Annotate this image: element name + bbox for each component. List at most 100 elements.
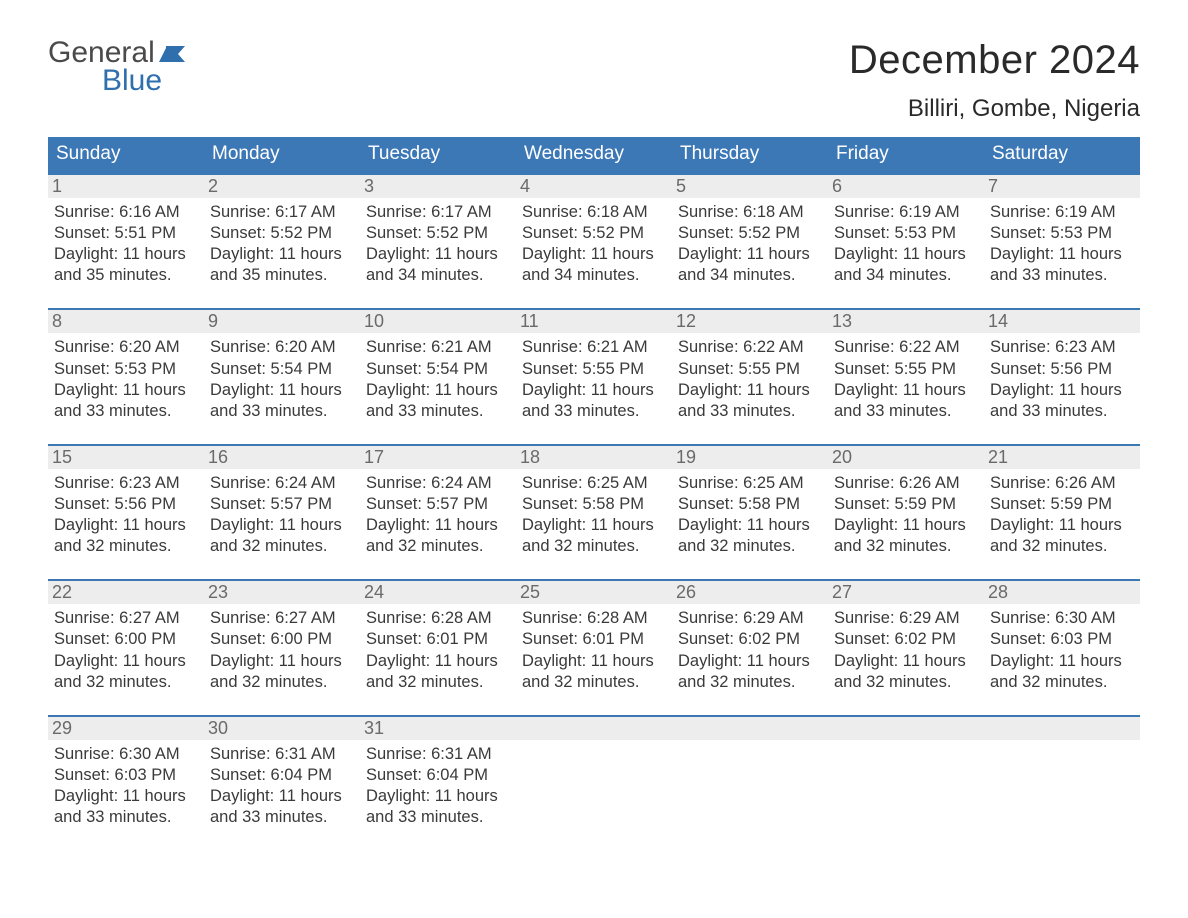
day-number-row: 0: [672, 715, 828, 740]
day-cell: 0.: [828, 715, 984, 838]
daylight-line: Daylight: 11 hours and 34 minutes.: [834, 245, 966, 284]
day-cell: 23 Sunrise: 6:27 AM Sunset: 6:00 PM Dayligh…: [204, 579, 360, 702]
day-number: 11: [520, 311, 539, 331]
day-number-row: 7: [984, 173, 1140, 198]
sunset-line: Sunset: 5:52 PM: [210, 224, 332, 242]
sunrise-line: Sunrise: 6:31 AM: [366, 745, 492, 763]
sunrise-line: Sunrise: 6:21 AM: [366, 338, 492, 356]
day-body: Sunrise: 6:24 AMSunset: 5:57 PMDaylight:…: [208, 473, 352, 557]
day-cell: 25Sunrise: 6:28 AMSunset: 6:01 PMDayligh…: [516, 579, 672, 702]
daylight-line: Daylight: 11 hours and 35 minutes.: [54, 245, 186, 284]
day-number: 21: [988, 447, 1008, 467]
day-body: Sunrise: 6:31 AM Sunset: 6:04 PM Daylight:…: [364, 744, 508, 828]
sunset-line: Sunset: 6:00 PM: [210, 630, 332, 648]
day-number-row: 17: [360, 444, 516, 469]
daylight-line: Daylight: 11 hours and 32 minutes.: [210, 516, 342, 555]
daylight-line: Daylight: 11 hours and 32 minutes.: [990, 516, 1122, 555]
sunset-line: Sunset: 6:03 PM: [54, 766, 176, 784]
weekday-monday: Monday: [204, 137, 360, 173]
day-body: Sunrise: 6:23 AMSunset: 5:56 PMDaylight:…: [988, 337, 1132, 421]
weekday-header: Sunday Monday Tuesday Wednesday Thursday…: [48, 137, 1140, 173]
day-number: 31: [364, 718, 384, 738]
sunset-line: Sunset: 6:04 PM: [366, 766, 488, 784]
day-number-row: 11: [516, 308, 672, 333]
day-body: Sunrise: 6:17 AMSunset: 5:52 PMDaylight:…: [208, 202, 352, 286]
sunrise-line: Sunrise: 6:26 AM: [990, 474, 1116, 492]
day-number: 6: [832, 176, 842, 196]
day-body: Sunrise: 6:21 AM Sunset: 5:54 PM Daylight:…: [364, 337, 508, 421]
calendar-body: 1Sunrise: 6:16 AMSunset: 5:51 PMDaylight…: [48, 173, 1140, 838]
daylight-line: Daylight: 11 hours and 32 minutes.: [54, 652, 186, 691]
day-number-row: 28: [984, 579, 1140, 604]
sunrise-line: Sunrise: 6:29 AM: [678, 609, 804, 627]
day-cell: 10 Sunrise: 6:21 AM Sunset: 5:54 PM Dayligh…: [360, 308, 516, 431]
daylight-line: Daylight: 11 hours and 34 minutes.: [678, 245, 810, 284]
sunset-line: Sunset: 5:53 PM: [990, 224, 1112, 242]
daylight-line: Daylight: 11 hours and 32 minutes.: [210, 652, 342, 691]
day-number-row: 4: [516, 173, 672, 198]
sunset-line: Sunset: 5:59 PM: [990, 495, 1112, 513]
day-number: 12: [676, 311, 696, 331]
calendar-week: 8Sunrise: 6:20 AMSunset: 5:53 PMDaylight…: [48, 308, 1140, 431]
day-cell: 5Sunrise: 6:18 AMSunset: 5:52 PMDaylight…: [672, 173, 828, 296]
day-body: Sunrise: 6:27 AMSunset: 6:00 PMDaylight:…: [52, 608, 196, 692]
daylight-line: Daylight: 11 hours and 32 minutes.: [678, 652, 810, 691]
daylight-line: Daylight: 11 hours and 32 minutes.: [834, 516, 966, 555]
day-number: 5: [676, 176, 686, 196]
day-cell: 16Sunrise: 6:24 AMSunset: 5:57 PMDayligh…: [204, 444, 360, 567]
day-number-row: 25: [516, 579, 672, 604]
sunset-line: Sunset: 6:01 PM: [366, 630, 488, 648]
sunrise-line: Sunrise: 6:20 AM: [54, 338, 180, 356]
day-number-row: 12: [672, 308, 828, 333]
day-cell: 0.: [672, 715, 828, 838]
day-number-row: 23: [204, 579, 360, 604]
day-number-row: 26: [672, 579, 828, 604]
calendar-week: 15Sunrise: 6:23 AMSunset: 5:56 PMDayligh…: [48, 444, 1140, 567]
day-cell: 31 Sunrise: 6:31 AM Sunset: 6:04 PM Dayligh…: [360, 715, 516, 838]
day-number: 10: [364, 311, 384, 331]
sunrise-line: Sunrise: 6:27 AM: [210, 609, 336, 627]
daylight-line: Daylight: 11 hours and 32 minutes.: [366, 516, 498, 555]
day-cell: 11Sunrise: 6:21 AMSunset: 5:55 PMDayligh…: [516, 308, 672, 431]
daylight-line: Daylight: 11 hours and 33 minutes.: [366, 787, 498, 826]
day-number-row: 15: [48, 444, 204, 469]
day-cell: 30Sunrise: 6:31 AMSunset: 6:04 PMDayligh…: [204, 715, 360, 838]
day-number-row: 10: [360, 308, 516, 333]
day-cell: 12Sunrise: 6:22 AMSunset: 5:55 PMDayligh…: [672, 308, 828, 431]
sunrise-line: Sunrise: 6:30 AM: [54, 745, 180, 763]
day-body: Sunrise: 6:20 AMSunset: 5:53 PMDaylight:…: [52, 337, 196, 421]
day-number: 7: [988, 176, 998, 196]
sunset-line: Sunset: 5:53 PM: [54, 360, 176, 378]
sunrise-line: Sunrise: 6:18 AM: [522, 203, 648, 221]
day-cell: 4Sunrise: 6:18 AMSunset: 5:52 PMDaylight…: [516, 173, 672, 296]
day-number: 26: [676, 582, 696, 602]
day-number-row: 2: [204, 173, 360, 198]
sunrise-line: Sunrise: 6:24 AM: [210, 474, 336, 492]
day-number-row: 18: [516, 444, 672, 469]
day-body: Sunrise: 6:30 AMSunset: 6:03 PMDaylight:…: [52, 744, 196, 828]
sunset-line: Sunset: 6:00 PM: [54, 630, 176, 648]
day-number-row: 3: [360, 173, 516, 198]
sunrise-line: Sunrise: 6:19 AM: [990, 203, 1116, 221]
daylight-line: Daylight: 11 hours and 33 minutes.: [210, 787, 342, 826]
sunrise-line: Sunrise: 6:20 AM: [210, 338, 336, 356]
daylight-line: Daylight: 11 hours and 33 minutes.: [366, 381, 498, 420]
sunrise-line: Sunrise: 6:22 AM: [678, 338, 804, 356]
day-cell: 3Sunrise: 6:17 AMSunset: 5:52 PMDaylight…: [360, 173, 516, 296]
daylight-line: Daylight: 11 hours and 34 minutes.: [522, 245, 654, 284]
day-cell: 22Sunrise: 6:27 AMSunset: 6:00 PMDayligh…: [48, 579, 204, 702]
day-cell: 6 Sunrise: 6:19 AMSunset: 5:53 PMDaylight…: [828, 173, 984, 296]
day-number: 25: [520, 582, 540, 602]
day-body: Sunrise: 6:19 AMSunset: 5:53 PMDaylight:…: [832, 202, 976, 286]
day-cell: 28Sunrise: 6:30 AMSunset: 6:03 PMDayligh…: [984, 579, 1140, 702]
logo: General Blue: [48, 38, 185, 96]
sunrise-line: Sunrise: 6:22 AM: [834, 338, 960, 356]
day-body: Sunrise: 6:26 AM Sunset: 5:59 PM Daylight:…: [988, 473, 1132, 557]
day-cell: 18Sunrise: 6:25 AMSunset: 5:58 PMDayligh…: [516, 444, 672, 567]
day-body: Sunrise: 6:29 AMSunset: 6:02 PMDaylight:…: [676, 608, 820, 692]
sunrise-line: Sunrise: 6:17 AM: [210, 203, 336, 221]
daylight-line: Daylight: 11 hours and 33 minutes.: [522, 381, 654, 420]
day-number: 3: [364, 176, 374, 196]
day-cell: 27Sunrise: 6:29 AMSunset: 6:02 PMDayligh…: [828, 579, 984, 702]
sunset-line: Sunset: 5:54 PM: [366, 360, 488, 378]
